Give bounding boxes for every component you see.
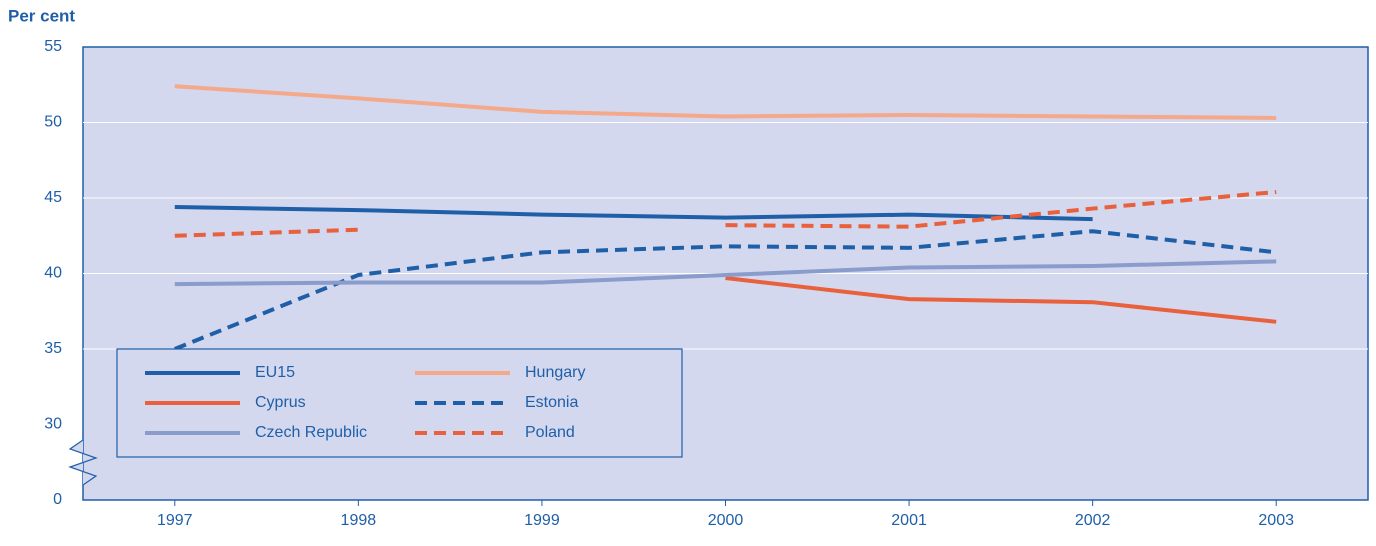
y-tick-label: 45 bbox=[44, 189, 62, 206]
y-tick-label: 0 bbox=[53, 491, 62, 508]
x-tick-label: 2001 bbox=[891, 512, 927, 529]
legend-label: Estonia bbox=[525, 394, 578, 411]
x-tick-label: 2002 bbox=[1075, 512, 1111, 529]
axis-break bbox=[68, 439, 98, 486]
series-line bbox=[725, 189, 1277, 229]
series-line bbox=[174, 229, 1277, 351]
series-line bbox=[725, 276, 1277, 324]
x-tick-label: 1999 bbox=[524, 512, 560, 529]
y-axis-label: Per cent bbox=[8, 6, 75, 25]
series-line bbox=[174, 227, 359, 238]
series-line bbox=[174, 259, 1277, 287]
y-tick-label: 40 bbox=[44, 265, 62, 282]
x-tick-label: 2003 bbox=[1258, 512, 1294, 529]
legend-label: Hungary bbox=[525, 364, 585, 381]
legend-label: Cyprus bbox=[255, 394, 306, 411]
x-tick-label: 1998 bbox=[341, 512, 377, 529]
y-tick-label: 35 bbox=[44, 340, 62, 357]
series-line bbox=[174, 84, 1277, 120]
y-tick-label: 50 bbox=[44, 114, 62, 131]
legend-label: Czech Republic bbox=[255, 424, 367, 441]
legend-label: EU15 bbox=[255, 364, 295, 381]
x-tick-label: 2000 bbox=[708, 512, 744, 529]
y-tick-label: 30 bbox=[44, 416, 62, 433]
y-tick-label: 55 bbox=[44, 38, 62, 55]
x-tick-label: 1997 bbox=[157, 512, 193, 529]
legend-label: Poland bbox=[525, 424, 575, 441]
series-line bbox=[174, 205, 1093, 222]
